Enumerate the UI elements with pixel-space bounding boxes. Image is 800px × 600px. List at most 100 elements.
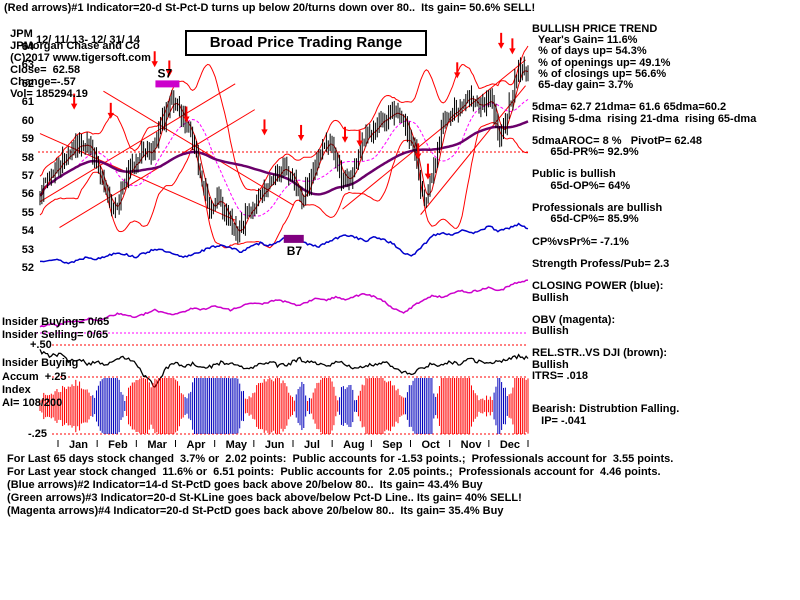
- trendline: [39, 83, 236, 203]
- date-range-label: 12/ 11/ 13- 12/ 31/ 14: [36, 34, 140, 46]
- sell-arrow-icon: [183, 116, 190, 123]
- sell-arrow-icon: [297, 134, 305, 141]
- sell-arrow-icon: [497, 42, 505, 49]
- price-tick-label: 61: [21, 96, 34, 109]
- price-tick-label: 57: [21, 169, 34, 182]
- footer-line: (Magenta arrows)#4 Indicator=20-d St-Pct…: [4, 505, 504, 517]
- month-label: Sep: [382, 439, 403, 451]
- ma65-line: [39, 120, 529, 197]
- statistics-panel: BULLISH PRICE TREND Year's Gain= 11.6% %…: [532, 23, 798, 427]
- stat-line: Bullish: [532, 325, 569, 338]
- stat-line: % of closings up= 56.6%: [532, 67, 667, 80]
- price-tick-label: 64: [21, 41, 34, 53]
- panel-label: Insider Selling= 0/65: [2, 329, 109, 341]
- sell-arrow-icon: [454, 72, 461, 79]
- footer-line: For Last year stock changed 11.6% or 6.5…: [4, 466, 661, 478]
- stat-line: Rising 5-dma rising 21-dma rising 65-dma: [532, 112, 757, 125]
- panel-label: Insider Buying= 0/65: [2, 316, 110, 328]
- change-value: Change=-.57: [10, 76, 76, 88]
- stat-line: 5dma= 62.7 21dma= 61.6 65dma=60.2: [532, 101, 727, 114]
- sell-arrow-icon: [166, 70, 173, 77]
- sell-marker-box: [155, 80, 180, 88]
- quote-header-line: JPM JPMorgan Chase and Co (C)2017 www.ti…: [4, 16, 163, 100]
- sell-arrow-icon: [70, 103, 78, 110]
- price-tick-label: 60: [21, 114, 34, 127]
- sell-arrow-icon: [415, 153, 422, 160]
- price-tick-label: 59: [21, 133, 34, 146]
- annotation-label: B7: [287, 244, 303, 258]
- stat-line: 65d-OP%= 64%: [532, 179, 631, 192]
- price-tick-label: 62: [21, 77, 34, 90]
- volume-value: Vol= 185294.19: [10, 88, 88, 100]
- stat-line: ITRS= .018: [532, 369, 588, 382]
- panel-label: Accum +.25: [2, 371, 67, 383]
- panel-label: Index: [2, 384, 31, 396]
- panel-label: +.50: [30, 339, 52, 351]
- sell-arrow-icon: [356, 140, 363, 147]
- stat-line: CLOSING POWER (blue):: [532, 280, 664, 293]
- lower-band: [39, 122, 529, 249]
- month-label: Jan: [69, 439, 88, 451]
- sell-arrow-icon: [509, 48, 516, 55]
- indicator-header-line: (Red arrows)#1 Indicator=20-d St-Pct-D t…: [4, 2, 536, 14]
- stat-line: 65d-PR%= 92.9%: [532, 146, 639, 159]
- trendline: [39, 133, 236, 221]
- stat-line: 65-day gain= 3.7%: [532, 78, 634, 91]
- closing-power-line: [40, 222, 529, 265]
- footer-line: (Green arrows)#3 Indicator=20-d St-KLine…: [4, 492, 522, 504]
- obv-line: [39, 279, 529, 328]
- company-name: JPMorgan Chase and Co: [10, 40, 140, 52]
- stat-line: % of days up= 54.3%: [532, 45, 647, 58]
- chart-title-box: Broad Price Trading Range: [185, 30, 427, 56]
- stat-line: Bullish: [532, 358, 569, 371]
- month-label: Aug: [343, 439, 365, 451]
- stat-line: [532, 382, 798, 393]
- footer-notes: For Last 65 days stock changed 3.7% or 2…: [4, 453, 796, 518]
- stat-line: [532, 225, 798, 236]
- chart-title: Broad Price Trading Range: [209, 34, 403, 51]
- trendline: [420, 85, 526, 215]
- month-label: Dec: [499, 439, 521, 451]
- price-tick-label: 55: [21, 206, 34, 219]
- month-label: Mar: [147, 439, 167, 451]
- stat-line: 65d-CP%= 85.9%: [532, 213, 639, 226]
- stat-line: CP%vsPr%= -7.1%: [532, 235, 629, 248]
- ticker-symbol: JPM: [10, 28, 33, 40]
- panel-label: AI= 108/200: [2, 397, 63, 409]
- month-label: Feb: [108, 439, 128, 451]
- price-tick-label: 52: [21, 262, 34, 275]
- copyright-text: (C)2017 www.tigersoft.com: [10, 52, 151, 64]
- accum-index-line: [39, 349, 529, 389]
- stat-line: IP= -.041: [532, 414, 587, 427]
- price-tick-label: 53: [21, 243, 34, 256]
- stat-line: Strength Profess/Pub= 2.3: [532, 257, 670, 270]
- sell-arrow-icon: [261, 129, 268, 136]
- month-label: Jun: [264, 439, 285, 451]
- sell-arrow-icon: [151, 61, 158, 68]
- price-tick-label: 54: [21, 225, 34, 238]
- stat-line: REL.STR..VS DJI (brown):: [532, 347, 668, 360]
- buy-marker-box: [283, 234, 304, 243]
- month-label: Nov: [460, 439, 482, 451]
- panel-label: Insider Buying: [2, 357, 79, 369]
- close-value: Close= 62.58: [10, 64, 81, 76]
- sell-arrow-icon: [341, 136, 349, 143]
- price-tick-label: 58: [21, 151, 34, 164]
- panel-label: -.25: [28, 428, 47, 440]
- price-tick-label: 56: [21, 188, 34, 201]
- month-label: May: [225, 439, 248, 451]
- stat-line: Bearish: Distrubtion Falling.: [532, 403, 680, 416]
- sell-arrow-icon: [107, 112, 114, 119]
- month-label: Apr: [186, 439, 206, 451]
- month-label: Oct: [421, 439, 440, 451]
- stat-line: Public is bullish: [532, 168, 616, 181]
- stat-line: OBV (magenta):: [532, 313, 616, 326]
- stat-line: 5dmaAROC= 8 % PivotP= 62.48: [532, 134, 702, 147]
- stat-line: BULLISH PRICE TREND: [532, 23, 658, 35]
- footer-line: For Last 65 days stock changed 3.7% or 2…: [4, 453, 674, 465]
- price-tick-label: 63: [21, 59, 34, 72]
- stat-line: Professionals are bullish: [532, 202, 663, 214]
- stat-line: Year's Gain= 11.6%: [532, 34, 638, 47]
